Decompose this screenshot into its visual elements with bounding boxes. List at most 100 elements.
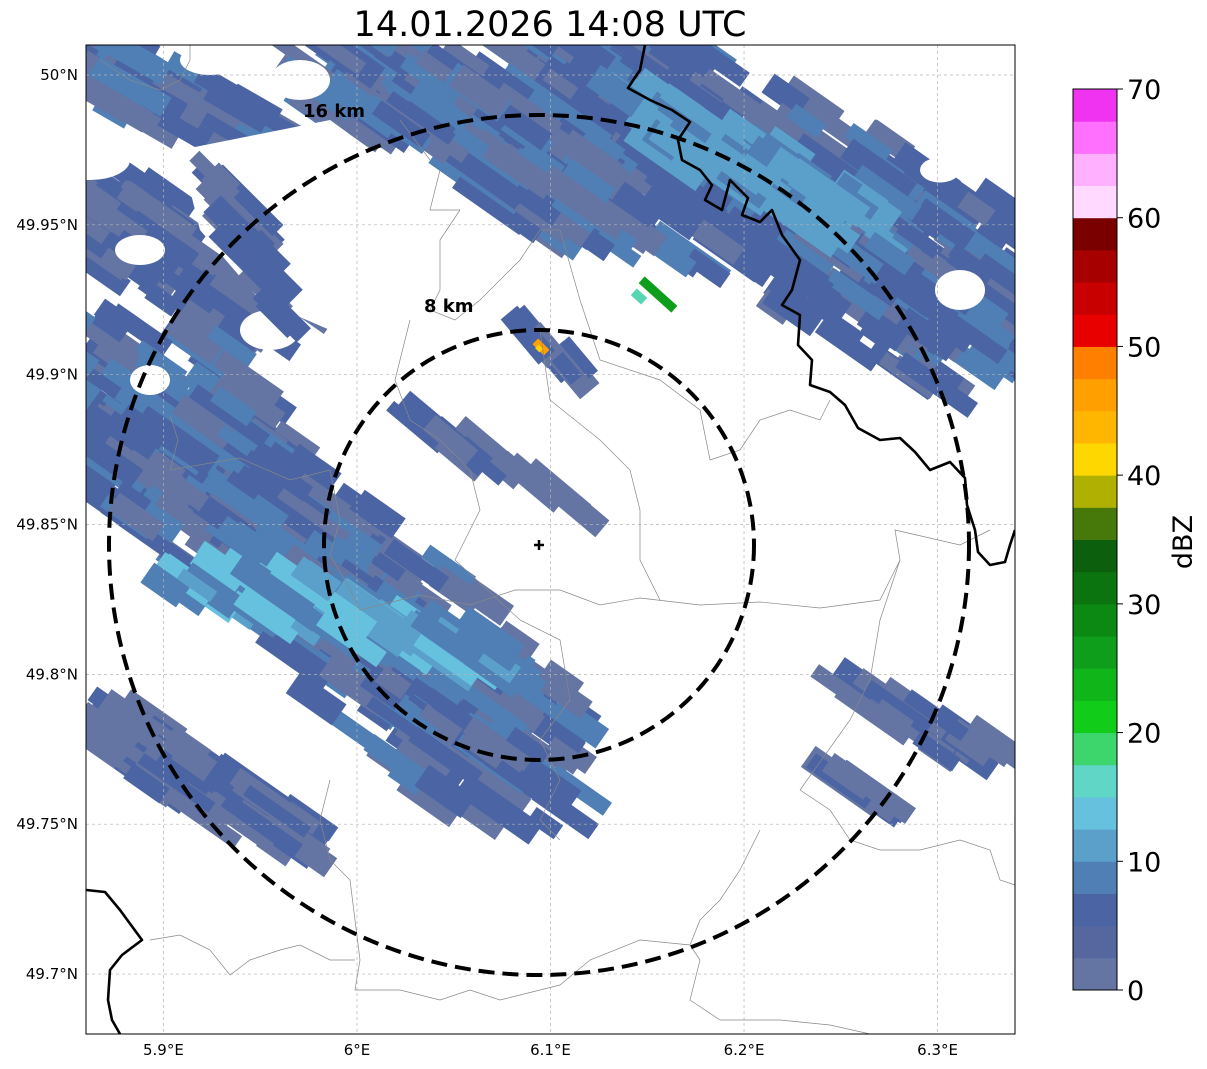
municipal-boundaries (99, 45, 1015, 1034)
colorbar-segment (1073, 571, 1117, 605)
echo-cell (505, 726, 551, 765)
echo-cell (410, 609, 484, 670)
echo-cell (766, 146, 842, 210)
echo-cell (133, 405, 220, 477)
colorbar-segment (1073, 442, 1117, 476)
echo-cell (86, 723, 126, 760)
echo-cell (856, 305, 909, 352)
echo-cell (208, 221, 285, 298)
colorbar-segment (1073, 217, 1117, 251)
colorbar-segment (1073, 668, 1117, 701)
colorbar-segment (1073, 893, 1117, 927)
colorbar-ticks: 0 10 20 30 40 50 60 70 (1117, 75, 1161, 1007)
echo-cell (1009, 337, 1015, 375)
echo-cell (86, 231, 131, 297)
echo-cell (201, 325, 257, 375)
echo-cell (540, 673, 593, 719)
echo-cell (946, 244, 996, 288)
echo-cell (4, 387, 50, 424)
colorbar-segment (1073, 378, 1117, 412)
echo-cell (164, 315, 223, 365)
y-tick-label: 49.8°N (26, 665, 78, 683)
echo-cell (285, 443, 342, 493)
clear-gap (180, 45, 240, 75)
echo-cell (581, 0, 617, 33)
boundary-line-3 (429, 209, 831, 461)
echo-cell (123, 763, 170, 804)
colorbar: 0 10 20 30 40 50 60 70 (1072, 75, 1161, 1007)
echo-cell (684, 248, 731, 289)
echo-cell (242, 784, 311, 838)
echo-cell (86, 447, 116, 504)
colorbar-tick-label: 40 (1127, 461, 1161, 492)
echo-cell (86, 357, 129, 405)
echo-cell (783, 103, 827, 143)
echo-cell (638, 276, 678, 313)
echo-cell (638, 183, 704, 241)
echo-cell (722, 206, 768, 246)
echo-cell (86, 701, 117, 733)
echo-cell (285, 672, 347, 726)
echo-cell (601, 1, 639, 33)
boundary-line-11 (799, 559, 901, 791)
colorbar-segment (1073, 925, 1117, 959)
echo-cell (315, 609, 387, 668)
echo-cell (890, 277, 926, 307)
y-tick-label: 50°N (40, 66, 78, 84)
echo-cell (862, 679, 933, 736)
echo-cell (482, 145, 552, 200)
echo-cell (567, 0, 632, 41)
echo-cell (328, 709, 379, 752)
echo-cell (229, 590, 299, 645)
clear-gap (115, 235, 165, 265)
colorbar-frame (1072, 88, 1118, 991)
echo-cell (821, 752, 876, 800)
echo-cell (86, 204, 110, 245)
echo-cell (776, 227, 836, 275)
echo-cell (869, 699, 914, 740)
boundary-line-5 (319, 779, 871, 1034)
echo-cell (549, 696, 610, 749)
colorbar-segment (1073, 410, 1117, 444)
x-tick-label: 6.3°E (917, 1041, 958, 1059)
echo-cell (255, 622, 337, 690)
echo-cell (140, 562, 190, 608)
echo-cell (801, 189, 851, 233)
boundary-line-4 (539, 329, 661, 601)
echo-cell (211, 314, 258, 357)
echo-cell (209, 386, 257, 427)
echo-cell (445, 151, 522, 210)
colorbar-tick-label: 30 (1127, 590, 1161, 621)
echo-cell (720, 108, 767, 148)
echo-cell (188, 384, 271, 448)
colorbar-tick-label: 60 (1127, 204, 1161, 235)
colorbar-segment (1073, 185, 1117, 219)
colorbar-segment (1073, 796, 1117, 830)
colorbar-segment (1073, 153, 1117, 187)
echo-cell (757, 182, 809, 223)
y-axis-ticks: 50°N 49.95°N 49.9°N 49.85°N 49.8°N 49.75°N 49.… (16, 66, 78, 983)
echo-cell (86, 315, 141, 369)
echo-cell (542, 68, 579, 100)
echo-cell (86, 353, 114, 416)
echo-cell (249, 494, 289, 528)
y-tick-label: 49.85°N (16, 516, 78, 534)
colorbar-segment (1073, 346, 1117, 380)
echo-cell (127, 381, 206, 446)
echo-cell (203, 82, 271, 133)
echo-cell (274, 420, 321, 458)
echo-cell (104, 701, 156, 746)
echo-cell (300, 45, 367, 76)
colorbar-tick-label: 0 (1127, 976, 1144, 1007)
echo-cell (697, 133, 771, 196)
echo-cell (561, 158, 617, 204)
echo-cell (410, 82, 472, 133)
echo-cell (215, 371, 286, 429)
echo-cell (471, 158, 531, 206)
clear-gap (850, 80, 910, 120)
echo-cell (267, 441, 305, 473)
boundary-line-7 (799, 789, 1015, 886)
y-tick-label: 49.75°N (16, 815, 78, 833)
echo-cell (217, 424, 255, 457)
